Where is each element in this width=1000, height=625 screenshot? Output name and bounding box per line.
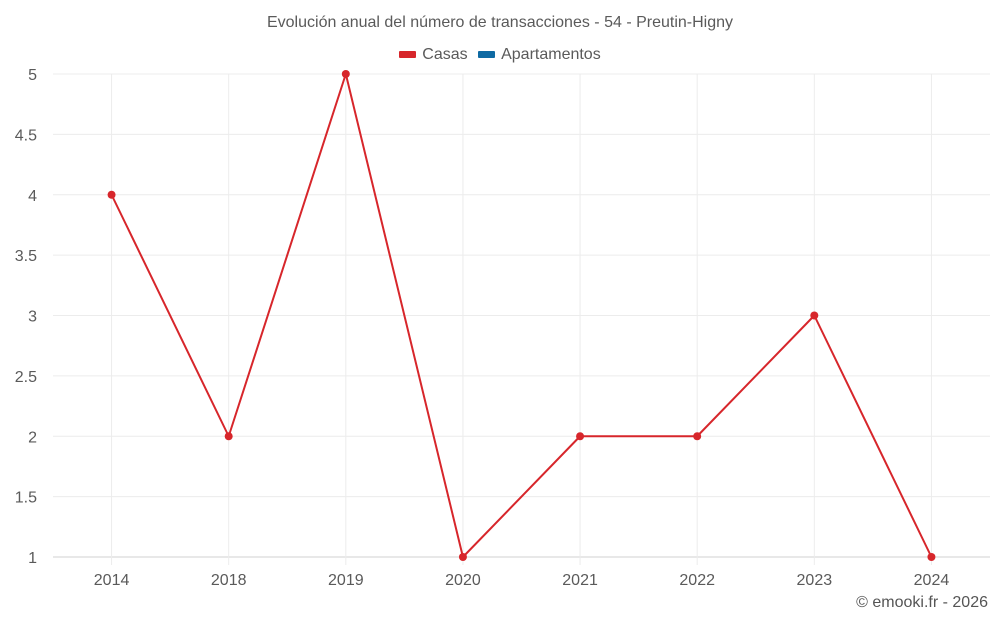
legend-label-casas: Casas <box>422 45 468 63</box>
data-point[interactable] <box>107 190 116 199</box>
credit-text: © emooki.fr - 2026 <box>856 594 988 611</box>
legend-item-apartamentos[interactable]: Apartamentos <box>478 46 601 64</box>
y-tick-label: 1.5 <box>15 490 37 507</box>
legend-label-apartamentos: Apartamentos <box>501 45 601 63</box>
x-tick-label: 2024 <box>914 572 950 589</box>
y-tick-label: 2 <box>28 429 37 446</box>
legend: Casas Apartamentos <box>0 45 1000 64</box>
series-line-casas <box>110 73 933 558</box>
y-tick-label: 1 <box>28 550 37 567</box>
x-tick-label: 2023 <box>797 572 833 589</box>
legend-swatch-apartamentos <box>478 51 496 58</box>
data-point[interactable] <box>458 553 467 561</box>
y-tick-label: 4 <box>28 188 37 205</box>
y-tick-label: 4.5 <box>15 127 37 144</box>
x-tick-label: 2022 <box>679 572 715 589</box>
y-tick-label: 3.5 <box>15 248 37 265</box>
legend-item-casas[interactable]: Casas <box>399 45 468 64</box>
data-point[interactable] <box>693 432 702 441</box>
y-tick-label: 5 <box>28 67 37 84</box>
x-tick-label: 2020 <box>445 572 481 589</box>
x-tick-label: 2019 <box>328 572 364 589</box>
data-point[interactable] <box>927 553 936 561</box>
chart-title: Evolución anual del número de transaccio… <box>266 14 734 31</box>
data-point[interactable] <box>224 432 233 441</box>
x-tick-label: 2021 <box>562 572 598 589</box>
data-point[interactable] <box>810 311 819 320</box>
x-tick-label: 2014 <box>94 572 130 589</box>
data-point[interactable] <box>341 70 350 78</box>
x-tick-label: 2018 <box>211 572 247 589</box>
y-tick-label: 2.5 <box>15 369 37 386</box>
data-point[interactable] <box>576 432 585 441</box>
y-tick-label: 3 <box>28 309 37 326</box>
legend-swatch-casas <box>399 51 417 58</box>
